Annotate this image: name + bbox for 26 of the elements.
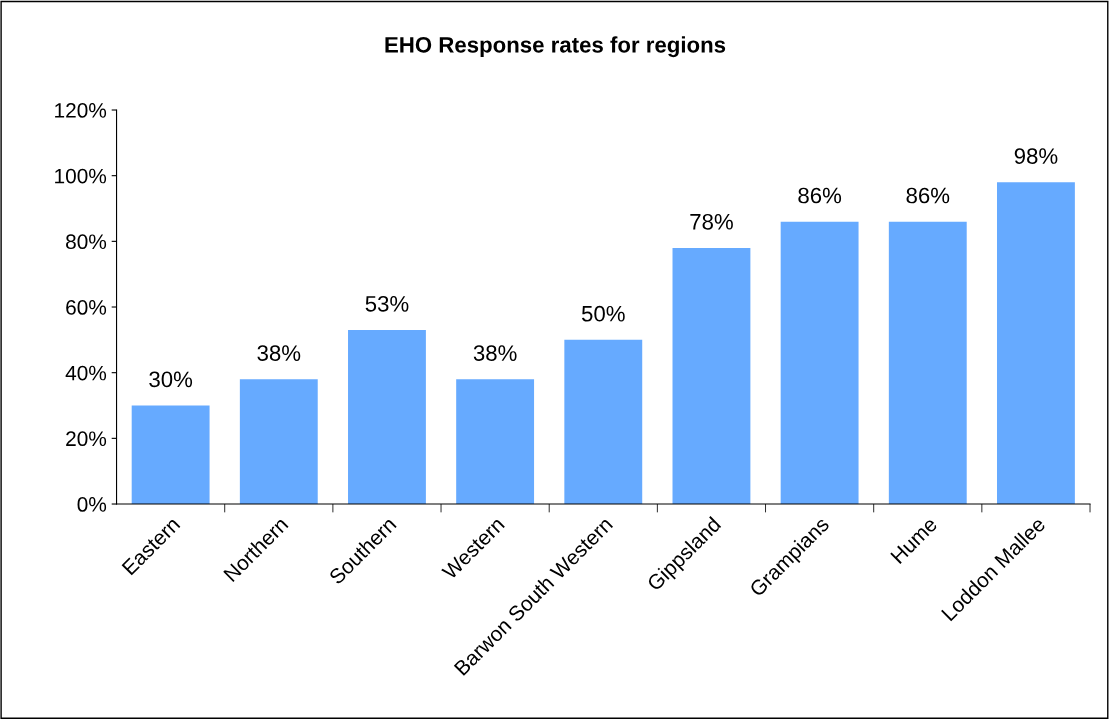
data-label: 86% bbox=[798, 187, 842, 204]
data-label: 38% bbox=[257, 345, 301, 361]
y-tick-label: 0% bbox=[77, 497, 107, 512]
data-label: 50% bbox=[581, 305, 625, 322]
y-tick-label: 20% bbox=[66, 431, 107, 447]
bar bbox=[131, 405, 210, 505]
bar bbox=[997, 182, 1075, 505]
bar bbox=[456, 379, 535, 505]
bar bbox=[348, 330, 426, 505]
y-tick-label: 120% bbox=[55, 103, 107, 118]
chart-title: EHO Response rates for regions bbox=[385, 36, 726, 58]
data-label: 86% bbox=[906, 187, 950, 204]
data-label: 53% bbox=[365, 295, 409, 312]
y-tick-label: 100% bbox=[55, 168, 107, 184]
bar bbox=[239, 379, 318, 505]
bar bbox=[564, 339, 643, 505]
data-label: 78% bbox=[690, 213, 733, 230]
data-label: 38% bbox=[473, 345, 517, 361]
bar bbox=[672, 247, 751, 505]
data-label: 98% bbox=[1014, 148, 1058, 164]
y-tick-label: 60% bbox=[66, 300, 107, 315]
bar bbox=[888, 221, 967, 505]
y-tick-label: 40% bbox=[65, 365, 107, 381]
bar bbox=[780, 221, 859, 505]
y-tick-label: 80% bbox=[66, 234, 107, 250]
data-label: 30% bbox=[149, 371, 193, 388]
